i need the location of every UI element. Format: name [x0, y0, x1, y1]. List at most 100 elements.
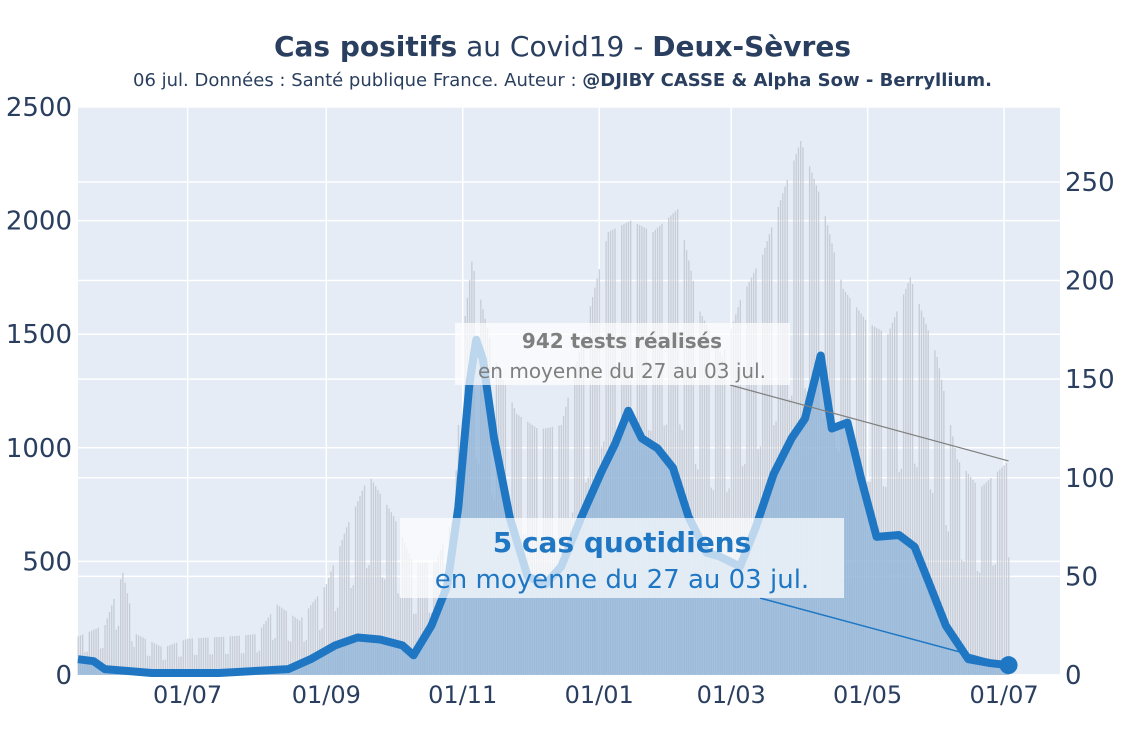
- y-left-tick-label: 2000: [6, 207, 72, 237]
- y-axis-left-ticks: 0 500 1000 1500 2000 2500: [6, 93, 72, 691]
- tests-bar: [419, 562, 422, 675]
- tests-bar: [417, 563, 419, 675]
- x-tick-label: 01/11: [428, 681, 497, 709]
- tests-bar: [974, 482, 976, 675]
- tests-bar: [388, 508, 390, 675]
- tests-annotation-box: [455, 323, 790, 385]
- tests-bar: [936, 356, 938, 675]
- tests-bar: [149, 656, 151, 675]
- tests-bar: [397, 593, 399, 675]
- tests-bar: [934, 350, 936, 675]
- tests-bar: [171, 644, 173, 675]
- tests-bar: [137, 635, 140, 675]
- tests-bar: [784, 186, 786, 675]
- tests-bar: [723, 349, 726, 675]
- tests-bar: [196, 654, 198, 675]
- tests-bar: [135, 634, 138, 675]
- tests-bar: [120, 579, 122, 675]
- tests-bar: [401, 537, 404, 675]
- tests-bar: [341, 539, 343, 675]
- tests-bar: [746, 286, 748, 675]
- tests-bar: [768, 234, 771, 675]
- tests-annotation-title: 942 tests réalisés: [522, 329, 722, 353]
- tests-bar: [296, 618, 299, 675]
- x-tick-label: 01/01: [565, 681, 634, 709]
- tests-bar: [272, 639, 274, 675]
- tests-bar: [164, 659, 167, 675]
- y-right-tick-label: 250: [1065, 168, 1115, 198]
- tests-bar: [158, 645, 160, 675]
- tests-bar: [146, 655, 149, 675]
- tests-bar: [739, 300, 741, 675]
- tests-bar: [999, 469, 1001, 675]
- tests-bar: [314, 599, 316, 675]
- tests-bar: [301, 617, 303, 675]
- tests-bar: [343, 533, 346, 675]
- tests-bar: [287, 640, 290, 675]
- tests-bar: [108, 611, 111, 675]
- tests-bar: [276, 604, 278, 675]
- tests-bar: [263, 624, 265, 675]
- tests-bar: [81, 634, 84, 675]
- tests-bar: [189, 638, 191, 675]
- tests-bar: [115, 629, 117, 675]
- tests-bar: [766, 241, 768, 675]
- tests-bar: [927, 330, 929, 675]
- tests-bar: [281, 607, 283, 675]
- tests-bar: [764, 247, 766, 675]
- tests-bar: [216, 637, 218, 675]
- tests-annotation-subtitle: en moyenne du 27 au 03 jul.: [478, 359, 766, 383]
- tests-bar: [211, 654, 214, 675]
- tests-bar: [672, 213, 674, 675]
- tests-bar: [131, 641, 133, 675]
- tests-bar: [668, 217, 670, 675]
- x-tick-label: 01/03: [697, 681, 766, 709]
- tests-bar: [144, 638, 146, 675]
- tests-bar: [126, 593, 129, 675]
- tests-bar: [166, 646, 169, 675]
- tests-bar: [88, 631, 91, 675]
- tests-bar: [222, 636, 225, 675]
- tests-bar: [947, 531, 949, 675]
- tests-bar: [1001, 467, 1003, 675]
- tests-bar: [307, 608, 310, 675]
- tests-bar: [97, 627, 99, 675]
- tests-bar: [952, 436, 954, 675]
- tests-bar: [920, 310, 923, 675]
- tests-bar: [925, 323, 927, 675]
- tests-bar: [191, 638, 193, 675]
- tests-bar: [399, 596, 401, 675]
- tests-bar: [748, 281, 750, 675]
- tests-bar: [180, 656, 182, 675]
- tests-bar: [330, 571, 332, 675]
- tests-bar: [978, 572, 981, 675]
- tests-bar: [891, 322, 894, 675]
- tests-bar: [178, 656, 180, 675]
- tests-bar: [688, 260, 690, 675]
- tests-bar: [354, 506, 357, 675]
- y-left-tick-label: 0: [55, 661, 72, 691]
- tests-bar: [706, 325, 708, 675]
- tests-bar: [102, 648, 104, 675]
- tests-bar: [893, 317, 896, 675]
- tests-bar: [113, 598, 115, 675]
- tests-annotation-leader: [729, 384, 1009, 462]
- tests-bar: [876, 327, 878, 675]
- tests-bar: [111, 605, 113, 675]
- tests-bar: [218, 636, 220, 675]
- y-right-tick-label: 50: [1065, 562, 1098, 592]
- x-tick-label: 01/07: [969, 681, 1038, 709]
- tests-bar: [873, 326, 876, 675]
- tests-bar: [954, 447, 956, 675]
- tests-bar: [368, 565, 370, 675]
- tests-bar: [267, 617, 269, 675]
- tests-bar: [940, 379, 943, 675]
- tests-bar: [676, 209, 679, 676]
- tests-bar: [690, 270, 692, 675]
- tests-bar: [117, 625, 120, 675]
- tests-bar: [155, 644, 158, 675]
- tests-bar: [795, 154, 797, 675]
- tests-bar: [958, 462, 961, 675]
- tests-bar: [269, 614, 272, 675]
- tests-bar: [945, 525, 947, 675]
